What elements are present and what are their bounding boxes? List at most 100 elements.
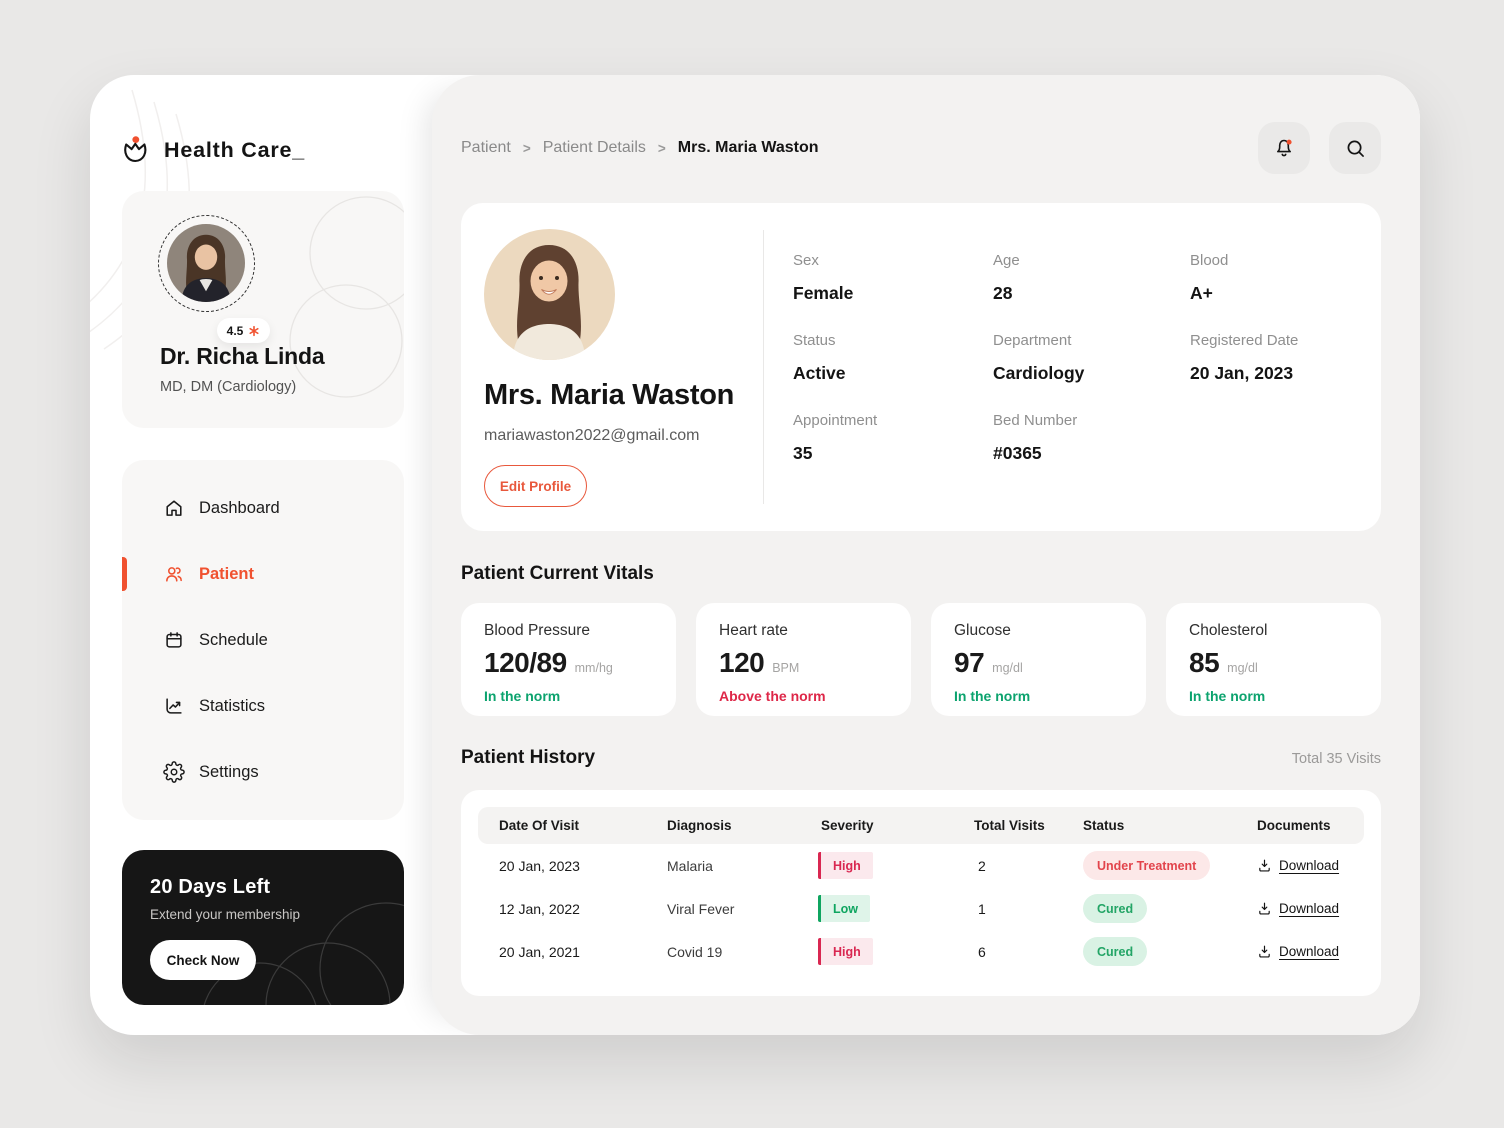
patient-name: Mrs. Maria Waston (484, 379, 735, 411)
download-link[interactable]: Download (1257, 858, 1364, 873)
membership-card: 20 Days Left Extend your membership Chec… (122, 850, 404, 1005)
vital-unit: mg/dl (1227, 661, 1258, 675)
sidebar-item-patient[interactable]: Patient (122, 548, 404, 600)
app-container: Health Care_ (90, 75, 1420, 1035)
history-table: Date Of Visit Diagnosis Severity Total V… (461, 790, 1381, 996)
download-icon (1259, 945, 1270, 958)
history-heading: Patient History (461, 747, 596, 768)
vital-value: 85 (1189, 647, 1220, 678)
vital-value: 120 (719, 647, 765, 678)
sidebar-item-dashboard[interactable]: Dashboard (122, 482, 404, 534)
severity-badge: Low (818, 895, 870, 922)
severity-badge: High (818, 852, 873, 879)
download-icon (1259, 859, 1270, 872)
patient-email: mariawaston2022@gmail.com (484, 427, 700, 444)
vital-status: In the norm (1189, 688, 1266, 704)
statistics-icon (162, 694, 186, 718)
chevron-right-icon: > (657, 140, 666, 156)
field-sex: Sex Female (793, 252, 854, 303)
field-bed-number: Bed Number #0365 (993, 412, 1078, 463)
col-status: Status (1083, 818, 1125, 833)
asterisk-icon (248, 325, 260, 337)
vital-card-heart-rate: Heart rate 120 BPM Above the norm (696, 603, 911, 716)
patient-fields: Sex Female Age 28 Blood A+ Status Active (793, 251, 1365, 465)
breadcrumb-current: Mrs. Maria Waston (677, 139, 819, 156)
membership-subtitle: Extend your membership (150, 907, 301, 922)
topbar: Patient > Patient Details > Mrs. Maria W… (461, 122, 1381, 174)
vital-value: 97 (954, 647, 985, 678)
vitals-cards: Blood Pressure 120/89 mm/hg In the norm … (461, 603, 1381, 716)
divider (763, 230, 764, 504)
sidebar-nav: Dashboard Patient (122, 460, 404, 820)
active-indicator (122, 557, 127, 591)
bell-icon (1272, 136, 1296, 160)
vital-card-blood-pressure: Blood Pressure 120/89 mm/hg In the norm (461, 603, 676, 716)
col-total-visits: Total Visits (974, 818, 1045, 833)
patient-summary-card: Mrs. Maria Waston mariawaston2022@gmail.… (461, 203, 1381, 531)
sidebar: Health Care_ (90, 75, 432, 1035)
membership-title: 20 Days Left (150, 876, 271, 898)
sidebar-item-settings[interactable]: Settings (122, 746, 404, 798)
notifications-button[interactable] (1258, 122, 1310, 174)
edit-profile-button[interactable]: Edit Profile (484, 465, 587, 507)
doctor-title: MD, DM (Cardiology) (160, 379, 297, 395)
history-header: Patient History Total 35 Visits (461, 747, 1381, 769)
check-now-button[interactable]: Check Now (150, 940, 256, 980)
patient-icon (162, 562, 186, 586)
field-blood: Blood A+ (1190, 252, 1229, 303)
field-registered-date: Registered Date 20 Jan, 2023 (1190, 332, 1299, 383)
status-badge: Under Treatment (1083, 851, 1211, 880)
decorative-circles (203, 902, 404, 1005)
vital-status: Above the norm (719, 688, 826, 704)
patient-avatar (484, 229, 615, 360)
lotus-icon (120, 135, 151, 166)
vital-unit: mm/hg (574, 661, 613, 675)
severity-badge: High (818, 938, 873, 965)
col-severity: Severity (821, 818, 874, 833)
col-diagnosis: Diagnosis (667, 818, 732, 833)
download-link[interactable]: Download (1257, 944, 1364, 959)
sidebar-item-statistics[interactable]: Statistics (122, 680, 404, 732)
breadcrumb: Patient > Patient Details > Mrs. Maria W… (461, 139, 819, 157)
download-link[interactable]: Download (1257, 901, 1364, 916)
decorative-circles (289, 196, 404, 398)
status-badge: Cured (1083, 937, 1148, 966)
field-status: Status Active (793, 332, 846, 383)
vital-value: 120/89 (484, 647, 567, 678)
sidebar-item-label: Patient (199, 564, 255, 583)
table-row: 12 Jan, 2022 Viral Fever Low 1 Cured Dow… (478, 887, 1364, 930)
vital-card-cholesterol: Cholesterol 85 mg/dl In the norm (1166, 603, 1381, 716)
breadcrumb-patient-details[interactable]: Patient Details (542, 139, 646, 156)
table-row: 20 Jan, 2023 Malaria High 2 Under Treatm… (478, 844, 1364, 887)
table-row: 20 Jan, 2021 Covid 19 High 6 Cured Downl… (478, 930, 1364, 973)
sidebar-item-label: Schedule (199, 630, 268, 649)
doctor-name: Dr. Richa Linda (160, 343, 325, 369)
field-age: Age 28 (993, 252, 1020, 303)
field-department: Department Cardiology (993, 332, 1085, 383)
doctor-avatar-ring: 4.5 (158, 215, 270, 343)
status-badge: Cured (1083, 894, 1148, 923)
main-content: Patient > Patient Details > Mrs. Maria W… (432, 75, 1420, 1035)
calendar-icon (162, 628, 186, 652)
rating-badge: 4.5 (217, 318, 270, 343)
doctor-profile-card: 4.5 Dr. Richa Linda MD, DM (Cardiology) (122, 191, 404, 428)
vitals-heading: Patient Current Vitals (461, 563, 654, 584)
sidebar-item-schedule[interactable]: Schedule (122, 614, 404, 666)
brand: Health Care_ (120, 135, 305, 166)
sidebar-item-label: Dashboard (199, 498, 280, 517)
download-icon (1259, 902, 1270, 915)
chevron-right-icon: > (522, 140, 531, 156)
breadcrumb-patient[interactable]: Patient (461, 139, 511, 156)
search-button[interactable] (1329, 122, 1381, 174)
search-icon (1344, 137, 1367, 160)
top-actions (1258, 122, 1381, 174)
vital-unit: mg/dl (992, 661, 1023, 675)
rating-value: 4.5 (226, 323, 244, 338)
vital-status: In the norm (954, 688, 1031, 704)
total-visits-label: Total 35 Visits (1291, 751, 1381, 767)
col-date-of-visit: Date Of Visit (499, 818, 580, 833)
sidebar-item-label: Settings (199, 762, 259, 781)
field-appointment: Appointment 35 (793, 412, 878, 463)
gear-icon (162, 760, 186, 784)
